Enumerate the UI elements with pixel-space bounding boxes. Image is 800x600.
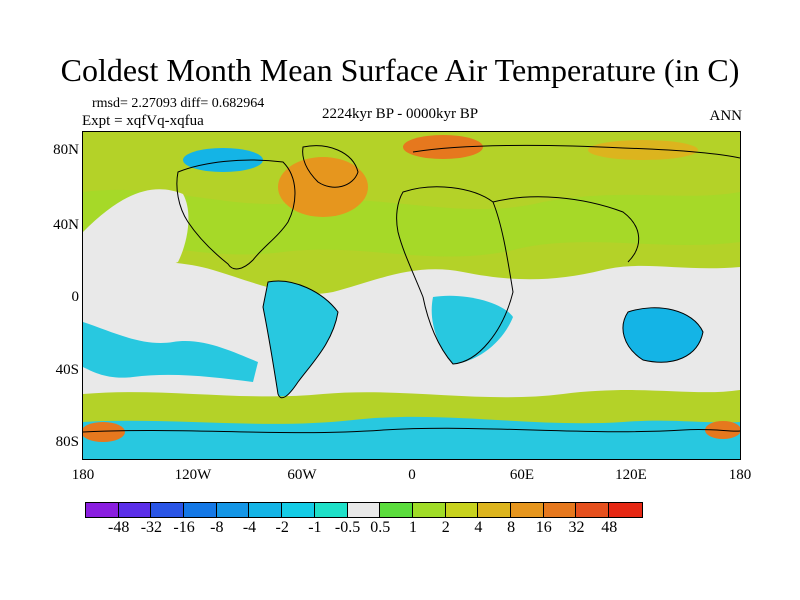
season-label: ANN: [709, 108, 743, 124]
experiment-line: Expt = xqfVq-xqfua: [82, 113, 204, 129]
colorbar-swatch: [510, 503, 544, 517]
south-america-cool: [263, 281, 338, 398]
colorbar-swatch: [609, 503, 642, 517]
colorbar-label: -48: [108, 519, 130, 536]
colorbar-label: -16: [173, 519, 195, 536]
lat-label-80n: 80N: [53, 142, 79, 158]
colorbar-label: -1: [308, 519, 322, 536]
colorbar-swatch: [118, 503, 152, 517]
colorbar-swatch: [86, 503, 119, 517]
colorbar-label: 0.5: [370, 519, 391, 536]
lon-label-60w: 60W: [287, 467, 317, 483]
colorbar-swatch: [445, 503, 479, 517]
colorbar-label: 2: [441, 519, 450, 536]
lon-label-180e: 180: [728, 467, 752, 483]
arctic-warm-patch: [403, 135, 483, 159]
lon-label-120w: 120W: [174, 467, 212, 483]
antarctic-cool-band: [83, 416, 740, 459]
northern-green-tint: [83, 189, 740, 257]
colorbar-swatch: [216, 503, 250, 517]
colorbar-label: -4: [242, 519, 257, 536]
colorbar-swatch: [347, 503, 381, 517]
canada-cool-patch: [183, 148, 263, 172]
colorbar-swatch: [282, 503, 315, 517]
map-svg: [83, 132, 740, 459]
colorbar-label: 8: [507, 519, 516, 536]
south-pacific-cool: [83, 322, 258, 382]
pacific-neutral-tongue: [83, 189, 189, 282]
colorbar-label: -0.5: [334, 519, 361, 536]
colorbar-swatch: [151, 503, 185, 517]
colorbar-label: 32: [568, 519, 585, 536]
colorbar-label: -8: [210, 519, 224, 536]
australia-cool: [623, 307, 703, 363]
southern-warm-band: [83, 390, 740, 432]
lon-label-60e: 60E: [509, 467, 535, 483]
lat-label-40n: 40N: [53, 217, 79, 233]
colorbar-swatch: [184, 503, 217, 517]
lat-label-40s: 40S: [55, 362, 79, 378]
colorbar-label: 48: [601, 519, 618, 536]
antarctic-warm-patch-west: [83, 422, 125, 442]
temperature-map: [82, 131, 741, 460]
colorbar-swatch: [412, 503, 446, 517]
lon-label-0: 0: [408, 467, 416, 483]
stats-line: rmsd= 2.27093 diff= 0.682964: [92, 96, 265, 111]
colorbar: [85, 502, 643, 518]
colorbar-swatch: [249, 503, 283, 517]
period-label: 2224kyr BP - 0000kyr BP: [321, 106, 479, 122]
map-title: Coldest Month Mean Surface Air Temperatu…: [60, 52, 740, 88]
coastlines: [83, 144, 740, 434]
colorbar-swatch: [478, 503, 511, 517]
colorbar-label: -32: [140, 519, 163, 536]
lon-label-180w: 180: [71, 467, 95, 483]
greenland-warm-patch: [278, 157, 368, 217]
colorbar-label: 16: [535, 519, 552, 536]
colorbar-swatch: [314, 503, 348, 517]
colorbar-label: -2: [275, 519, 289, 536]
colorbar-swatch: [380, 503, 413, 517]
colorbar-label: 1: [409, 519, 417, 536]
colorbar-label: 4: [474, 519, 483, 536]
lon-label-120e: 120E: [615, 467, 647, 483]
africa-cool: [431, 295, 513, 364]
colorbar-swatch: [576, 503, 609, 517]
lat-label-80s: 80S: [55, 434, 79, 450]
lat-label-0: 0: [71, 289, 80, 305]
siberia-warm-patch: [588, 140, 698, 160]
colorbar-swatch: [543, 503, 577, 517]
